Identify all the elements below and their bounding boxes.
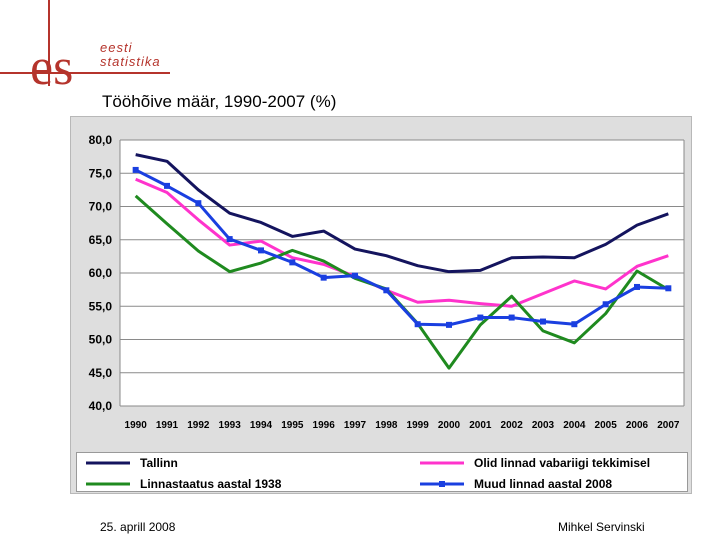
y-tick-label: 45,0 <box>89 366 113 380</box>
y-tick-label: 80,0 <box>89 133 113 147</box>
data-point <box>320 274 327 281</box>
data-point <box>508 314 515 321</box>
data-point <box>132 166 139 173</box>
x-tick-label: 2001 <box>469 420 492 431</box>
x-tick-label: 1994 <box>250 420 273 431</box>
y-tick-label: 60,0 <box>89 266 113 280</box>
x-tick-label: 2004 <box>563 420 586 431</box>
logo-horizontal-rule <box>0 72 170 74</box>
data-point <box>477 314 484 321</box>
x-tick-label: 1991 <box>156 420 179 431</box>
footer-author: Mihkel Servinski <box>558 520 645 534</box>
data-point <box>352 272 358 279</box>
y-tick-label: 65,0 <box>89 233 113 247</box>
legend-entries: Tallinn Olid linnad vabariigi tekkimisel L… <box>86 456 650 491</box>
x-tick-label: 1997 <box>344 420 367 431</box>
y-tick-label: 75,0 <box>89 166 113 180</box>
x-tick-label: 1995 <box>281 420 304 431</box>
data-point <box>226 236 233 243</box>
x-tick-label: 2005 <box>595 420 618 431</box>
logo-vertical-rule <box>48 0 50 86</box>
data-point <box>602 301 609 308</box>
data-point <box>446 321 452 328</box>
legend-label: Olid linnad vabariigi tekkimisel <box>474 456 650 470</box>
y-tick-label: 40,0 <box>89 399 113 413</box>
data-point <box>258 247 264 254</box>
x-tick-label: 1992 <box>187 420 210 431</box>
data-point <box>540 318 546 325</box>
data-point <box>164 182 170 189</box>
logo-mark: es <box>30 39 73 92</box>
x-tick-label: 2003 <box>532 420 555 431</box>
series-line-1 <box>135 177 669 308</box>
legend-label: Linnastaatus aastal 1938 <box>140 477 282 491</box>
series-lines <box>132 153 672 370</box>
x-tick-label: 1999 <box>407 420 430 431</box>
x-tick-label: 1998 <box>375 420 398 431</box>
x-tick-label: 2000 <box>438 420 461 431</box>
slide-title: Tööhõive määr, 1990-2007 (%) <box>102 92 337 111</box>
y-tick-label: 50,0 <box>89 333 113 347</box>
x-axis-ticks: 1990 1991 1992 1993 1994 1995 1996 1997 1998 1999… <box>125 420 680 431</box>
series-line-3 <box>134 168 669 327</box>
x-tick-label: 1990 <box>125 420 148 431</box>
data-point <box>634 283 640 290</box>
legend-marker <box>439 481 445 487</box>
data-point <box>195 200 202 207</box>
logo-word-eesti: eesti <box>100 40 133 55</box>
data-point <box>665 285 672 292</box>
data-point <box>289 259 296 266</box>
logo-word-statistika: statistika <box>100 54 161 69</box>
legend-label: Muud linnad aastal 2008 <box>474 477 612 491</box>
y-tick-label: 55,0 <box>89 299 113 313</box>
logo-mark-text: es <box>30 39 73 92</box>
footer-date: 25. aprill 2008 <box>100 520 176 534</box>
legend-label: Tallinn <box>140 456 178 470</box>
y-axis-ticks: 80,0 75,0 70,0 65,0 60,0 55,0 50,0 45,0 40,0 <box>89 133 113 413</box>
y-tick-label: 70,0 <box>89 200 113 214</box>
x-tick-label: 1993 <box>219 420 242 431</box>
gridlines <box>119 139 685 407</box>
data-point <box>571 321 578 328</box>
x-tick-label: 2007 <box>657 420 680 431</box>
data-point <box>414 321 421 328</box>
x-tick-label: 2002 <box>501 420 524 431</box>
x-tick-label: 2006 <box>626 420 649 431</box>
series-line-0 <box>135 153 669 274</box>
x-tick-label: 1996 <box>313 420 336 431</box>
legend <box>76 452 688 492</box>
data-point <box>383 287 390 294</box>
